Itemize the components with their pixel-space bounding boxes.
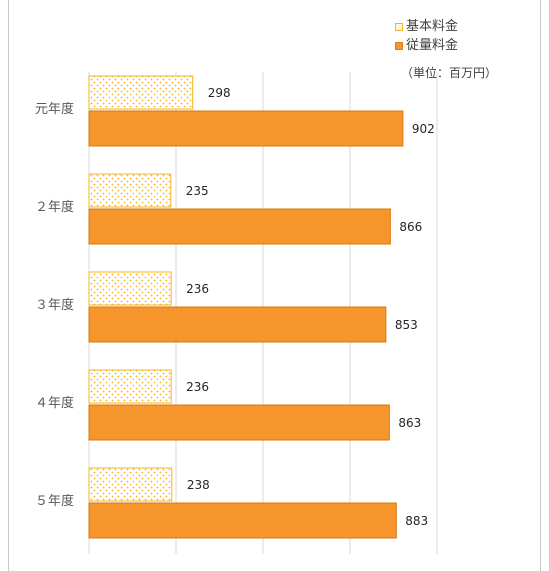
category-label: ２年度 [35, 199, 74, 215]
legend-swatch-base [395, 22, 403, 31]
bar-base [88, 75, 194, 110]
legend-swatch-usage [395, 41, 403, 50]
bar-usage [88, 502, 397, 539]
bar-usage [88, 404, 390, 441]
legend-item-usage: 従量料金 [395, 36, 458, 55]
data-label-base: 236 [186, 380, 209, 394]
unit-label: （単位：百万円） [401, 66, 498, 80]
category-label: 元年度 [35, 101, 74, 117]
bar-usage [88, 110, 404, 147]
legend-item-base: 基本料金 [395, 17, 458, 36]
category-label: ５年度 [35, 493, 74, 509]
data-label-usage: 853 [395, 318, 418, 332]
bar-base [88, 369, 172, 404]
data-label-usage: 883 [405, 514, 428, 528]
data-label-usage: 902 [412, 122, 435, 136]
right-border [540, 0, 541, 571]
left-border [8, 0, 9, 571]
data-label-base: 236 [186, 282, 209, 296]
data-label-usage: 866 [399, 220, 422, 234]
data-label-usage: 863 [398, 416, 421, 430]
data-label-base: 238 [187, 478, 210, 492]
legend-label-usage: 従量料金 [406, 38, 459, 53]
legend-label-base: 基本料金 [406, 19, 459, 34]
data-label-base: 298 [208, 86, 231, 100]
data-label-base: 235 [186, 184, 209, 198]
bar-base [88, 173, 172, 208]
bar-base [88, 467, 173, 502]
bar-usage [88, 306, 387, 343]
legend: 基本料金 従量料金 [395, 17, 458, 55]
bar-usage [88, 208, 391, 245]
bar-base [88, 271, 172, 306]
category-label: ３年度 [35, 297, 74, 313]
category-label: ４年度 [35, 395, 74, 411]
